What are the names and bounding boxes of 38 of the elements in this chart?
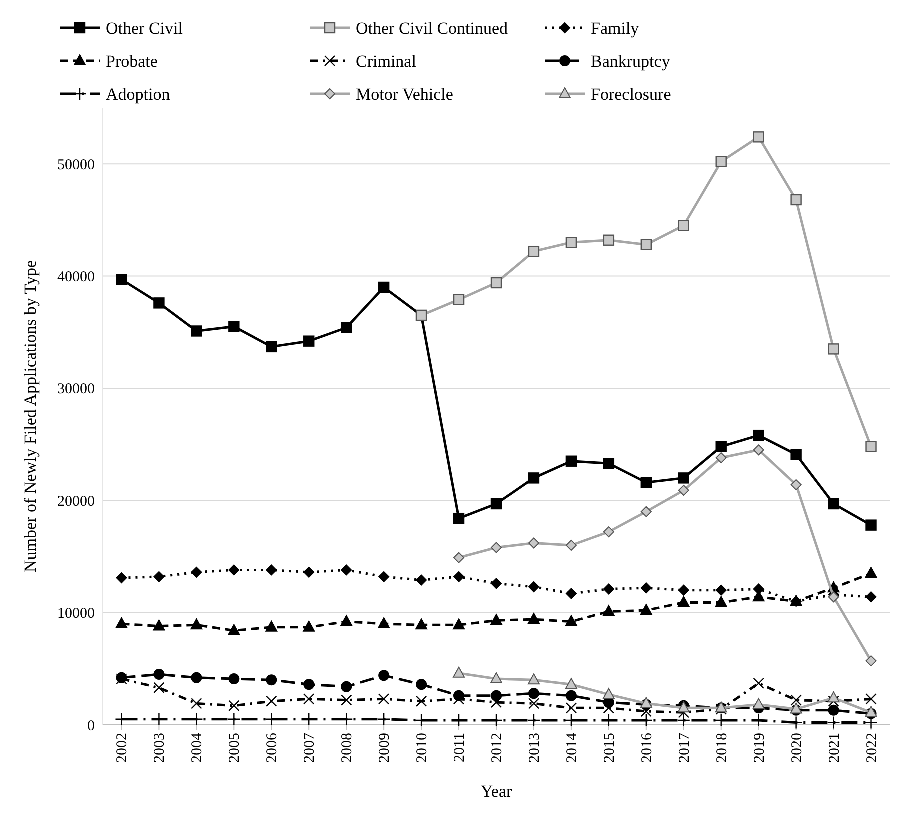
legend-label: Family xyxy=(591,18,640,38)
x-tick-label: 2003 xyxy=(152,733,168,763)
y-tick-label: 40000 xyxy=(58,270,95,286)
x-tick-label: 2019 xyxy=(752,733,768,763)
legend-label: Foreclosure xyxy=(591,84,672,104)
x-tick-label: 2012 xyxy=(490,733,506,763)
y-tick-label: 20000 xyxy=(58,494,95,510)
x-tick-label: 2015 xyxy=(602,733,618,763)
y-tick-label: 50000 xyxy=(58,157,95,174)
x-tick-label: 2022 xyxy=(864,733,880,763)
legend-label: Probate xyxy=(106,52,158,71)
legend-label: Motor Vehicle xyxy=(356,84,454,104)
x-tick-label: 2021 xyxy=(826,733,843,763)
legend-label: Adoption xyxy=(106,84,171,104)
x-tick-label: 2004 xyxy=(190,732,206,763)
x-tick-label: 2016 xyxy=(639,732,656,763)
legend-label: Criminal xyxy=(356,52,417,71)
y-tick-label: 30000 xyxy=(58,382,95,398)
x-tick-label: 2002 xyxy=(114,733,131,763)
x-tick-label: 2007 xyxy=(302,732,318,763)
x-tick-label: 2008 xyxy=(340,733,356,763)
y-tick-label: 0 xyxy=(88,718,95,734)
x-tick-label: 2018 xyxy=(714,733,730,763)
y-axis-title: Number of Newly Filed Applications by Type xyxy=(21,260,40,573)
legend-label: Bankruptcy xyxy=(591,52,671,71)
x-axis-title: Year xyxy=(480,782,512,801)
x-tick-label: 2017 xyxy=(676,732,693,763)
x-tick-label: 2014 xyxy=(564,732,580,763)
legend-label: Other Civil xyxy=(106,18,184,38)
x-tick-label: 2013 xyxy=(526,733,543,763)
x-tick-label: 2011 xyxy=(452,733,468,762)
x-tick-label: 2006 xyxy=(264,732,281,763)
x-tick-label: 2020 xyxy=(789,733,806,763)
x-tick-label: 2009 xyxy=(377,733,394,763)
x-tick-label: 2010 xyxy=(414,733,431,763)
x-tick-label: 2005 xyxy=(227,733,244,763)
legend-label: Other Civil Continued xyxy=(356,18,509,38)
y-tick-label: 10000 xyxy=(58,606,95,622)
